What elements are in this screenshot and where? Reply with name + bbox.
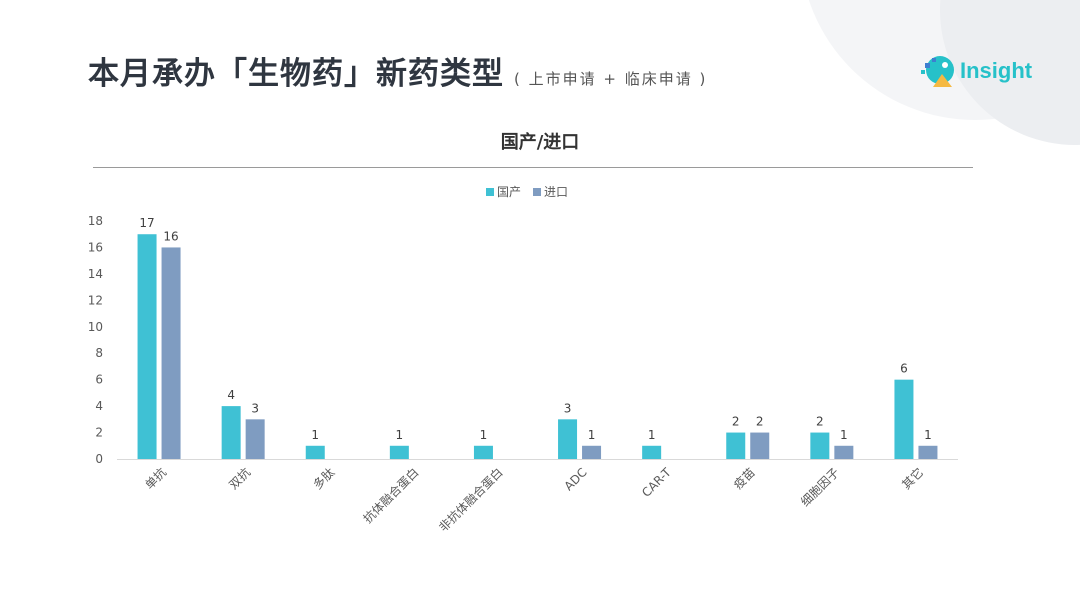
- y-tick-label: 0: [95, 452, 103, 466]
- bar: [894, 379, 914, 459]
- insight-logo: Insight: [920, 54, 1032, 88]
- x-tick-label: 多肽: [310, 465, 338, 493]
- logo-text: Insight: [960, 58, 1033, 83]
- data-label: 4: [227, 388, 235, 402]
- legend-swatch: [533, 188, 541, 196]
- bar: [473, 445, 493, 459]
- data-label: 16: [163, 229, 178, 243]
- chart-title: 国产/进口: [500, 132, 580, 153]
- data-label: 2: [756, 415, 764, 429]
- bar: [161, 247, 181, 459]
- data-label: 1: [840, 428, 848, 442]
- bar: [726, 432, 746, 459]
- x-tick-label: 双抗: [226, 465, 254, 493]
- y-tick-label: 18: [88, 214, 103, 228]
- x-tick-label: 细胞因子: [798, 465, 842, 509]
- y-tick-label: 14: [88, 267, 103, 281]
- y-tick-label: 2: [95, 426, 103, 440]
- x-tick-label: 疫苗: [730, 465, 758, 493]
- data-label: 1: [311, 428, 319, 442]
- bar: [245, 419, 265, 459]
- y-tick-label: 10: [88, 320, 103, 334]
- data-label: 1: [396, 428, 404, 442]
- x-tick-label: 单抗: [142, 465, 170, 493]
- y-tick-label: 4: [95, 399, 103, 413]
- legend-label: 进口: [544, 185, 568, 199]
- data-label: 1: [588, 428, 596, 442]
- bar: [137, 234, 157, 459]
- bar: [750, 432, 770, 459]
- data-label: 1: [648, 428, 656, 442]
- bar: [834, 445, 854, 459]
- legend-label: 国产: [497, 185, 521, 199]
- legend-swatch: [486, 188, 494, 196]
- y-tick-label: 12: [88, 293, 103, 307]
- data-label: 1: [924, 428, 932, 442]
- x-tick-label: ADC: [562, 465, 590, 493]
- x-tick-label: CAR-T: [639, 465, 674, 500]
- bar: [558, 419, 578, 459]
- data-label: 2: [816, 415, 824, 429]
- bar: [221, 406, 241, 459]
- x-tick-label: 抗体融合蛋白: [360, 465, 422, 527]
- bar: [305, 445, 325, 459]
- bar: [389, 445, 409, 459]
- bar: [918, 445, 938, 459]
- data-label: 6: [900, 362, 908, 376]
- data-label: 1: [480, 428, 488, 442]
- x-tick-label: 非抗体融合蛋白: [436, 465, 506, 535]
- bar: [642, 445, 662, 459]
- data-label: 17: [139, 216, 154, 230]
- data-label: 2: [732, 415, 740, 429]
- data-label: 3: [251, 401, 259, 415]
- insight-logo-icon: [921, 56, 954, 87]
- data-label: 3: [564, 401, 572, 415]
- y-tick-label: 6: [95, 373, 103, 387]
- chart-title-divider: [93, 167, 973, 168]
- page-subtitle: ( 上市申请 + 临床申请 ): [514, 70, 708, 88]
- y-tick-label: 16: [88, 240, 103, 254]
- page-header: 本月承办「生物药」新药类型 ( 上市申请 + 临床申请 ): [88, 48, 707, 93]
- x-tick-label: 其它: [898, 465, 926, 493]
- bar: [810, 432, 830, 459]
- y-tick-label: 8: [95, 346, 103, 360]
- page-title: 本月承办「生物药」新药类型: [88, 56, 504, 92]
- bar: [582, 445, 602, 459]
